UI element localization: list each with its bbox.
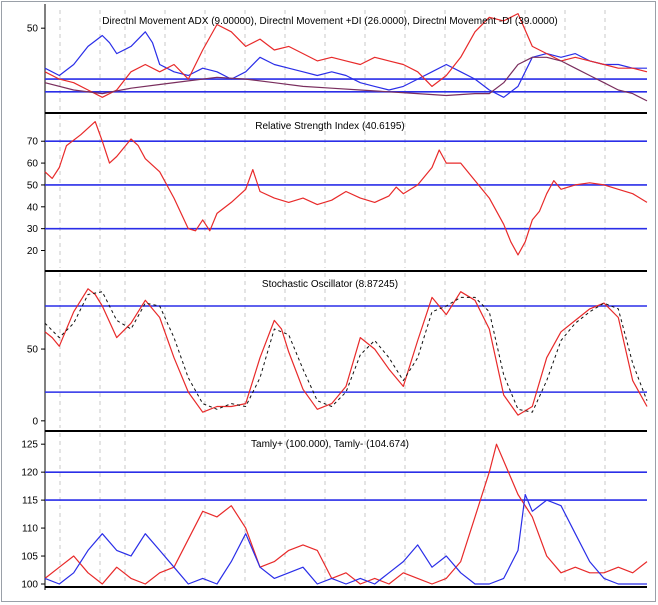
panel-title: Directnl Movement ADX (9.00000), Directn… — [102, 16, 557, 27]
series-line — [44, 493, 647, 585]
panel-title: Tamly+ (100.000), Tamly- (104.674) — [251, 439, 409, 450]
series-line — [44, 288, 648, 416]
y-tick-label: 60 — [27, 159, 39, 170]
y-tick-label: 30 — [27, 224, 39, 235]
panel-title: Relative Strength Index (40.6195) — [255, 121, 405, 132]
y-tick-label: 0 — [32, 416, 38, 427]
y-tick-label: 125 — [21, 440, 38, 451]
y-tick-label: 40 — [27, 202, 39, 213]
series-line — [44, 443, 648, 585]
y-tick-label: 110 — [22, 524, 38, 535]
y-tick-label: 115 — [22, 496, 38, 507]
y-tick-label: 100 — [21, 580, 38, 591]
y-tick-label: 120 — [21, 468, 38, 479]
series-line — [44, 13, 648, 98]
series-line — [44, 120, 648, 256]
y-tick-label: 20 — [27, 246, 39, 257]
panel-title: Stochastic Oscillator (8.87245) — [262, 279, 398, 290]
y-tick-label: 50 — [27, 345, 39, 356]
y-tick-label: 70 — [27, 137, 39, 148]
series-line — [44, 56, 648, 102]
y-tick-label: 50 — [27, 24, 39, 35]
y-tick-label: 105 — [21, 552, 38, 563]
series-line — [44, 31, 647, 98]
y-tick-label: 50 — [27, 180, 39, 191]
